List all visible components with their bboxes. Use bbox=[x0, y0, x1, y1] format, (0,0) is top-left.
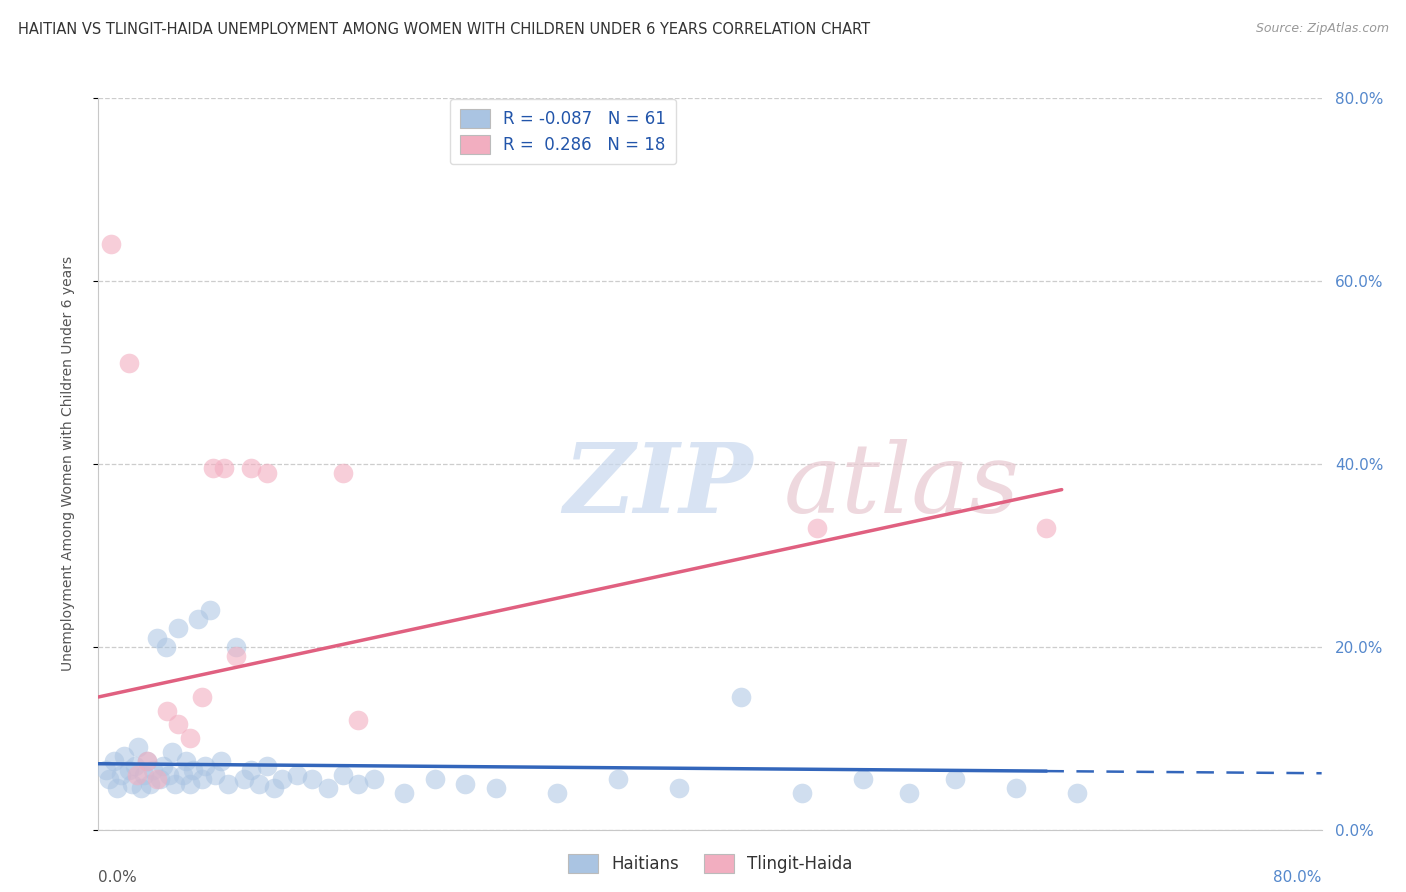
Point bbox=[204, 767, 226, 781]
Point bbox=[301, 772, 323, 787]
Point bbox=[423, 772, 446, 787]
Point bbox=[806, 521, 828, 535]
Point bbox=[179, 731, 201, 746]
Point bbox=[194, 758, 217, 772]
Point bbox=[157, 767, 180, 781]
Point bbox=[118, 763, 141, 777]
Point bbox=[943, 772, 966, 787]
Point bbox=[347, 777, 370, 791]
Point bbox=[136, 754, 159, 768]
Point bbox=[145, 631, 167, 645]
Text: atlas: atlas bbox=[783, 439, 1019, 533]
Point bbox=[139, 777, 162, 791]
Point bbox=[155, 640, 177, 654]
Y-axis label: Unemployment Among Women with Children Under 6 years: Unemployment Among Women with Children U… bbox=[60, 256, 75, 672]
Point bbox=[1035, 521, 1057, 535]
Point bbox=[103, 754, 125, 768]
Point bbox=[105, 781, 128, 796]
Point bbox=[174, 754, 197, 768]
Point bbox=[94, 763, 117, 777]
Text: Source: ZipAtlas.com: Source: ZipAtlas.com bbox=[1256, 22, 1389, 36]
Point bbox=[149, 772, 172, 787]
Point bbox=[1004, 781, 1026, 796]
Legend: Haitians, Tlingit-Haida: Haitians, Tlingit-Haida bbox=[558, 844, 862, 883]
Point bbox=[332, 767, 354, 781]
Point bbox=[124, 758, 146, 772]
Text: 0.0%: 0.0% bbox=[98, 870, 138, 885]
Point bbox=[167, 622, 190, 636]
Point bbox=[240, 461, 263, 475]
Point bbox=[187, 612, 209, 626]
Point bbox=[125, 767, 148, 781]
Point bbox=[145, 772, 167, 787]
Point bbox=[181, 763, 204, 777]
Point bbox=[110, 767, 132, 781]
Point bbox=[256, 758, 278, 772]
Point bbox=[256, 466, 278, 480]
Point bbox=[209, 754, 232, 768]
Point bbox=[363, 772, 385, 787]
Point bbox=[198, 603, 221, 617]
Point bbox=[668, 781, 690, 796]
Point bbox=[897, 786, 920, 800]
Point bbox=[546, 786, 568, 800]
Point bbox=[163, 777, 186, 791]
Point bbox=[225, 640, 247, 654]
Point bbox=[100, 237, 122, 252]
Point bbox=[121, 777, 143, 791]
Point bbox=[225, 648, 247, 663]
Point bbox=[191, 690, 214, 704]
Point bbox=[118, 356, 141, 370]
Point bbox=[790, 786, 813, 800]
Text: HAITIAN VS TLINGIT-HAIDA UNEMPLOYMENT AMONG WOMEN WITH CHILDREN UNDER 6 YEARS CO: HAITIAN VS TLINGIT-HAIDA UNEMPLOYMENT AM… bbox=[18, 22, 870, 37]
Point bbox=[167, 717, 190, 731]
Point bbox=[191, 772, 214, 787]
Point bbox=[263, 781, 285, 796]
Point bbox=[240, 763, 263, 777]
Point bbox=[852, 772, 875, 787]
Point bbox=[212, 461, 235, 475]
Point bbox=[202, 461, 225, 475]
Point bbox=[454, 777, 477, 791]
Point bbox=[730, 690, 752, 704]
Point bbox=[98, 772, 121, 787]
Point bbox=[347, 713, 370, 727]
Point bbox=[134, 767, 156, 781]
Point bbox=[285, 767, 308, 781]
Point bbox=[247, 777, 270, 791]
Point bbox=[607, 772, 630, 787]
Point bbox=[172, 767, 194, 781]
Point bbox=[179, 777, 201, 791]
Point bbox=[392, 786, 416, 800]
Point bbox=[152, 758, 174, 772]
Point bbox=[1066, 786, 1088, 800]
Point bbox=[316, 781, 339, 796]
Point bbox=[270, 772, 292, 787]
Point bbox=[160, 745, 183, 759]
Point bbox=[129, 781, 152, 796]
Point bbox=[136, 754, 159, 768]
Point bbox=[127, 740, 149, 755]
Point bbox=[217, 777, 239, 791]
Text: 80.0%: 80.0% bbox=[1274, 870, 1322, 885]
Point bbox=[485, 781, 508, 796]
Text: ZIP: ZIP bbox=[564, 439, 752, 533]
Point bbox=[332, 466, 354, 480]
Point bbox=[112, 749, 135, 764]
Point bbox=[142, 763, 165, 777]
Point bbox=[156, 704, 179, 718]
Point bbox=[232, 772, 254, 787]
